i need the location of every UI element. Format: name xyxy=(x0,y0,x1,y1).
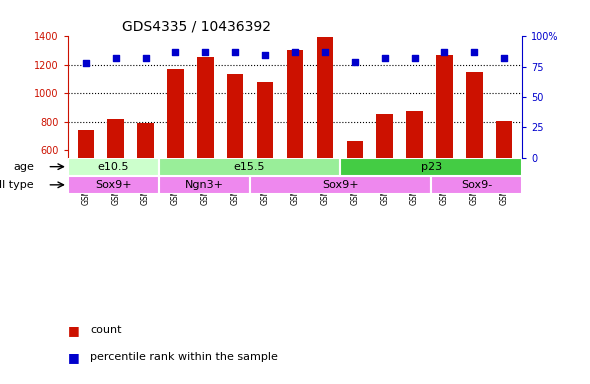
Bar xyxy=(159,157,340,176)
Text: GDS4335 / 10436392: GDS4335 / 10436392 xyxy=(122,20,271,34)
Bar xyxy=(376,114,393,157)
Point xyxy=(141,55,150,61)
Bar xyxy=(68,176,159,194)
Bar xyxy=(77,130,94,157)
Text: Sox9+: Sox9+ xyxy=(95,180,132,190)
Bar xyxy=(317,37,333,157)
Point xyxy=(81,60,90,66)
Bar xyxy=(227,73,244,157)
Text: cell type: cell type xyxy=(0,180,34,190)
Text: p23: p23 xyxy=(421,162,442,172)
Point xyxy=(500,55,509,61)
Point xyxy=(231,49,240,55)
Bar xyxy=(496,121,513,157)
Text: percentile rank within the sample: percentile rank within the sample xyxy=(90,352,278,362)
Point xyxy=(380,55,389,61)
Bar xyxy=(346,141,363,157)
Point xyxy=(171,49,180,55)
Point xyxy=(320,49,330,55)
Text: Sox9-: Sox9- xyxy=(461,180,492,190)
Text: e15.5: e15.5 xyxy=(234,162,266,172)
Point xyxy=(201,49,210,55)
Point xyxy=(470,49,479,55)
Bar xyxy=(436,55,453,157)
Text: Sox9+: Sox9+ xyxy=(322,180,359,190)
Bar xyxy=(407,111,423,157)
Point xyxy=(111,55,120,61)
Point xyxy=(350,59,359,65)
Point xyxy=(440,49,449,55)
Bar xyxy=(340,157,522,176)
Text: Ngn3+: Ngn3+ xyxy=(185,180,224,190)
Bar xyxy=(107,119,124,157)
Point xyxy=(260,51,270,58)
Bar xyxy=(257,82,273,157)
Text: ■: ■ xyxy=(68,324,80,337)
Bar xyxy=(137,123,154,157)
Bar xyxy=(159,176,250,194)
Bar xyxy=(68,157,159,176)
Text: count: count xyxy=(90,325,122,335)
Point xyxy=(410,55,419,61)
Bar xyxy=(466,72,483,157)
Bar xyxy=(167,68,183,157)
Text: e10.5: e10.5 xyxy=(97,162,129,172)
Text: ■: ■ xyxy=(68,351,80,364)
Point xyxy=(290,49,300,55)
Bar xyxy=(197,57,214,157)
Bar xyxy=(250,176,431,194)
Bar xyxy=(431,176,522,194)
Bar xyxy=(287,50,303,157)
Text: age: age xyxy=(13,162,34,172)
